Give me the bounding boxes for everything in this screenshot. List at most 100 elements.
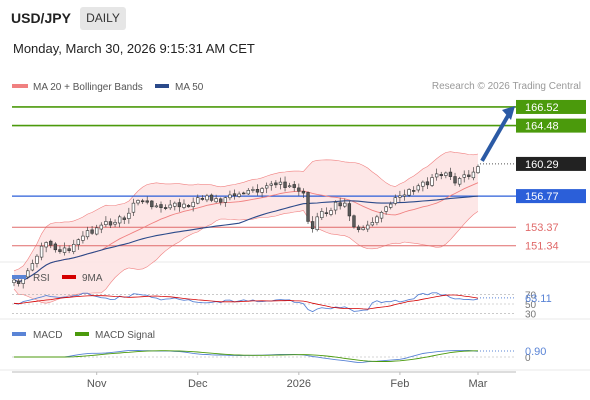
candle-body (214, 198, 218, 203)
level-labels: 166.52 164.48 160.29 156.77 153.37 151.34 (480, 99, 586, 253)
candle-body (26, 270, 30, 278)
candle-body (398, 195, 402, 198)
legend-swatch-macd (12, 332, 26, 336)
legend-swatch-rsi-ma (62, 275, 76, 279)
timeframe-button[interactable]: DAILY (80, 7, 126, 30)
candle-body (476, 166, 480, 174)
candle-body (356, 226, 361, 230)
candle-body (186, 205, 191, 208)
candle-body (219, 198, 223, 203)
ma50-line (13, 195, 479, 283)
candle-body (402, 194, 407, 197)
candle-body (453, 176, 457, 184)
legend-swatch-ma50 (155, 84, 169, 88)
legend-bollinger-label: MA 20 + Bollinger Bands (33, 82, 143, 93)
moving-averages (13, 182, 479, 283)
level-lines (12, 106, 516, 247)
bollinger-lower-line (13, 210, 479, 304)
candle-body (333, 201, 338, 211)
bollinger-band-fill (14, 151, 478, 304)
rsi-last-value: 63.11 (525, 293, 552, 305)
legend-ma50-label: MA 50 (175, 82, 204, 93)
candle-body (347, 203, 352, 217)
candle-body (136, 200, 140, 204)
candle-body (72, 243, 76, 252)
candle-body (173, 202, 177, 207)
candle-body (444, 172, 448, 176)
candle-body (16, 280, 21, 284)
candles (12, 164, 480, 289)
candle-body (430, 177, 434, 186)
candle-body (127, 212, 131, 219)
candle-body (338, 202, 342, 207)
candle-body (306, 192, 310, 222)
candle-body (278, 181, 283, 185)
candle-body (140, 200, 145, 203)
candle-body (12, 279, 16, 283)
candle-body (292, 184, 296, 188)
last-price-label: 160.29 (525, 159, 559, 171)
candle-body (269, 183, 273, 186)
candle-body (457, 178, 462, 185)
candle-body (361, 227, 365, 230)
candle-body (196, 197, 200, 204)
pivot-label-box (516, 189, 586, 204)
symbol-title: USD/JPY (11, 10, 71, 26)
candle-body (150, 200, 154, 208)
candle-body (439, 174, 443, 177)
candle-body (237, 193, 241, 197)
legend-macd-signal-label: MACD Signal (95, 330, 155, 341)
legend-rsi-ma-label: 9MA (82, 273, 103, 284)
rsi-line (13, 292, 479, 313)
candle-body (389, 203, 393, 208)
research-credit: Research © 2026 Trading Central (431, 81, 581, 92)
candle-body (39, 245, 44, 258)
candle-body (108, 221, 113, 226)
macd-panel: 00.90 (12, 346, 546, 364)
candle-body (407, 189, 411, 196)
candle-body (228, 194, 232, 199)
candle-body (375, 216, 379, 223)
candle-body (310, 221, 315, 230)
legend-macd-label: MACD (33, 330, 62, 341)
candle-body (434, 173, 439, 178)
last-price-box (516, 156, 586, 171)
candle-body (283, 181, 287, 188)
candle-body (113, 222, 117, 225)
level-label-target: 166.52 (525, 102, 559, 114)
candle-body (154, 205, 159, 208)
candle-body (255, 189, 260, 193)
candle-body (223, 197, 228, 203)
candle-body (324, 212, 329, 214)
rsi-tick-label: 70 (525, 291, 537, 302)
candle-body (131, 202, 136, 213)
forecast-arrow-head (502, 105, 515, 120)
candle-body (448, 171, 453, 177)
candle-body (209, 194, 214, 201)
candle-body (205, 195, 209, 201)
bollinger-layer (13, 151, 479, 304)
level-label-box (516, 99, 586, 114)
candle-body (58, 249, 62, 252)
candle-body (260, 188, 264, 193)
candle-body (44, 242, 48, 248)
candle-body (200, 197, 205, 200)
candle-body (379, 211, 384, 219)
support-label: 151.34 (525, 241, 559, 253)
candle-body (90, 229, 94, 234)
candle-body (343, 202, 347, 207)
rsi-ma-line (13, 294, 479, 310)
candle-body (67, 248, 71, 251)
forecast-arrow-shaft (480, 112, 511, 162)
candle-body (467, 174, 471, 177)
candle-body (366, 224, 370, 230)
time-tick-label: Nov (87, 378, 107, 390)
candle-body (370, 222, 375, 226)
candle-body (163, 207, 168, 209)
candle-body (416, 185, 420, 191)
time-tick-label: Dec (188, 378, 208, 390)
candle-body (412, 190, 416, 192)
candle-body (145, 200, 149, 203)
